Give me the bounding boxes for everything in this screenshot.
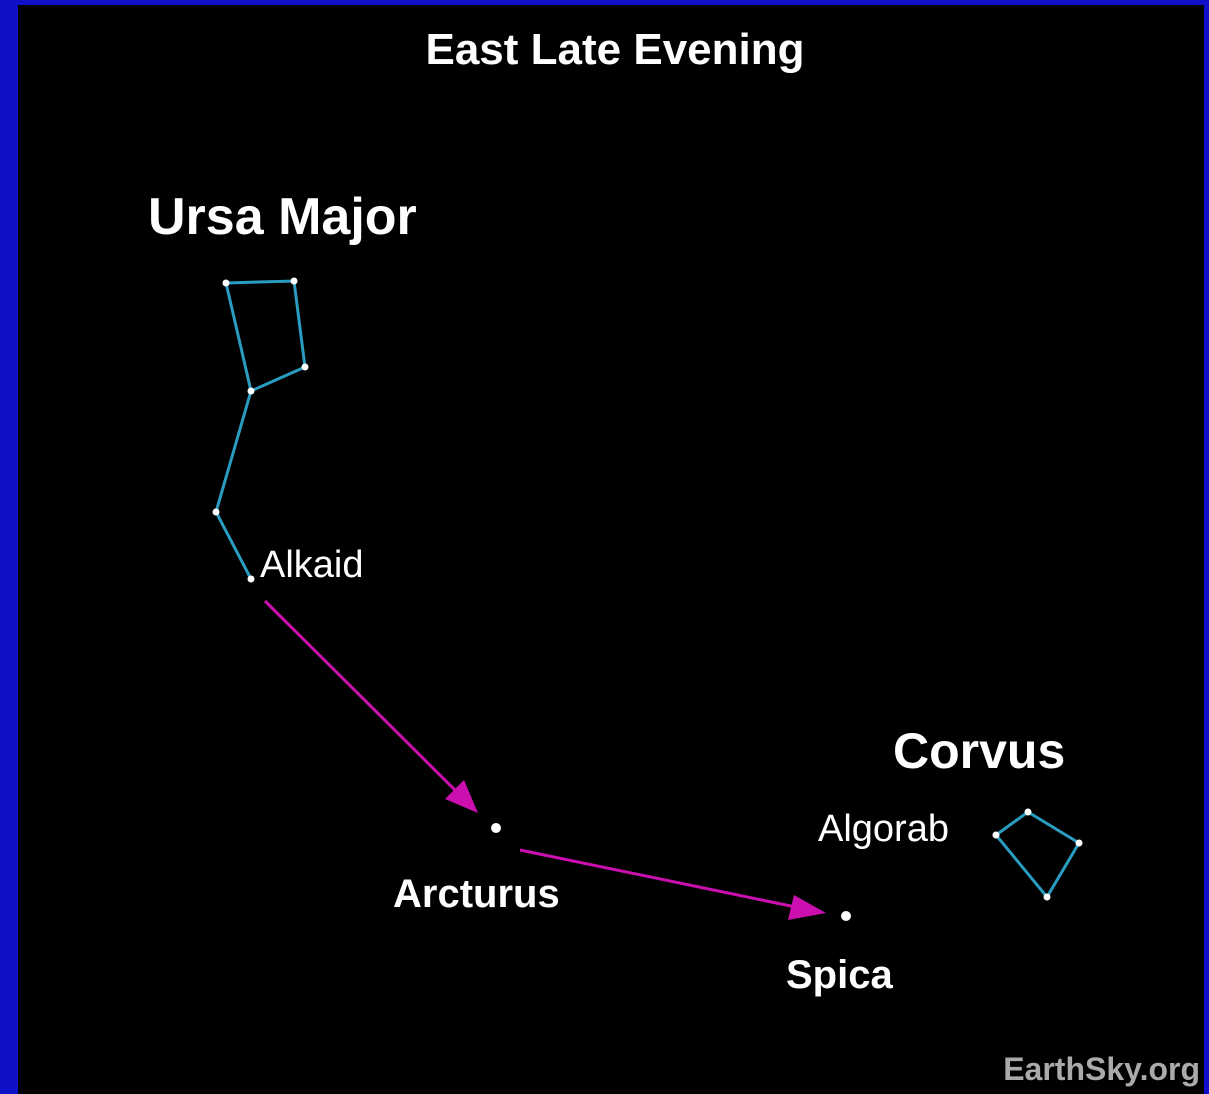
constellation-label: Ursa Major [148, 188, 417, 246]
star-label: Spica [786, 953, 893, 997]
star-label: Algorab [818, 808, 949, 850]
credit: EarthSky.org [1003, 1051, 1200, 1087]
title: East Late Evening [425, 25, 804, 74]
constellation-label: Corvus [893, 723, 1065, 779]
page: East Late Evening Ursa Major Corvus Alka… [0, 0, 1209, 1094]
star-label: Alkaid [260, 544, 364, 586]
sky [18, 5, 1204, 1094]
star-label: Arcturus [393, 872, 560, 916]
star-chart: East Late Evening Ursa Major Corvus Alka… [0, 0, 1209, 1094]
